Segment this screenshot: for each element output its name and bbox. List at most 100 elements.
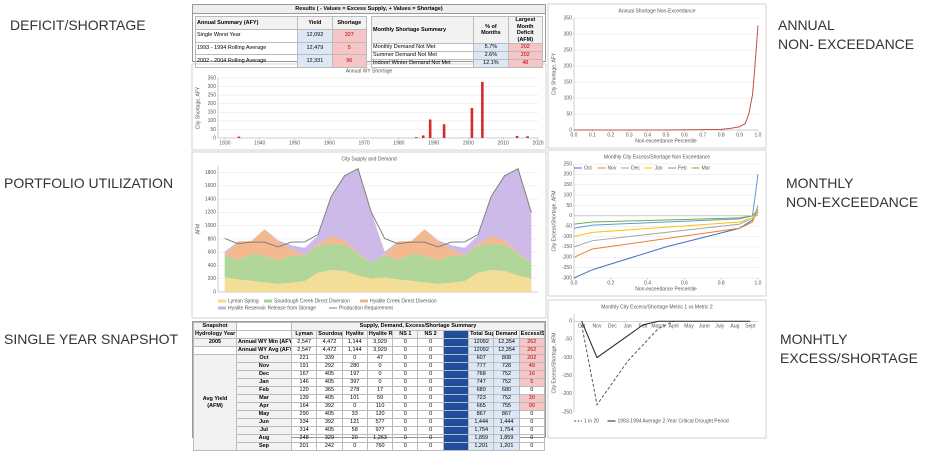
blue-column: [442, 354, 470, 363]
x-tick-label: 0.0: [571, 132, 578, 138]
table-cell: 0: [417, 354, 444, 363]
y-tick-label: 0: [569, 319, 572, 325]
blue-column: [442, 418, 470, 427]
table-cell: 755: [493, 402, 520, 411]
x-tick-label: Feb: [639, 324, 648, 330]
results-panel: Results ( - Values = Excess Supply, + Va…: [192, 4, 546, 68]
table-cell: 777: [468, 362, 495, 371]
table-row: Avg Yield (AFM) Oct 221 339 0 47 0 0 607 808 202: [193, 354, 546, 451]
column-header: NS 2: [417, 330, 444, 339]
table-cell: 0: [392, 418, 419, 427]
table-cell: 290: [290, 410, 318, 419]
x-tick-label: Sept: [745, 324, 756, 330]
row-label: Oct: [236, 354, 292, 363]
x-tick-label: 1990: [428, 140, 439, 146]
table-row: Dec 167 405 197 0 0 0 768 752 16: [194, 370, 546, 379]
table-cell: 0: [417, 418, 444, 427]
row-label: Apr: [236, 402, 292, 411]
table-cell: 0: [417, 426, 444, 435]
table-cell: 665: [468, 402, 495, 411]
table-cell: 867: [493, 410, 520, 419]
x-tick-label: 2000: [463, 140, 474, 146]
table-cell: 12092: [468, 346, 495, 355]
data-line: [573, 209, 759, 225]
x-tick-label: 0.2: [607, 132, 614, 138]
table-cell: 1,144: [341, 346, 368, 355]
table-cell: 12092: [468, 338, 495, 347]
dashboard: Annual WY Shortage0501001502002503003501…: [191, 3, 767, 439]
table-cell: 0: [518, 434, 546, 443]
legend-label: Jan: [655, 165, 663, 171]
blue-column: [442, 402, 470, 411]
x-tick-label: 0.8: [718, 132, 725, 138]
y-tick-label: 150: [564, 182, 573, 188]
y-tick-label: 300: [564, 31, 573, 37]
x-axis-label: Non-exceedance Percentile: [635, 138, 697, 144]
table-cell: 12,331: [297, 54, 333, 68]
table-cell: 164: [290, 402, 318, 411]
table-cell: 202: [507, 43, 544, 52]
side-label: PORTFOLIO UTILIZATION: [4, 174, 173, 193]
x-tick-label: 0.1: [589, 132, 596, 138]
snapshot-table: Snapshot Supply, Demand, Excess/Shortage …: [193, 322, 546, 451]
blue-column: [442, 442, 470, 451]
table-cell: 1,754: [468, 426, 495, 435]
x-tick-label: 1960: [324, 140, 335, 146]
table-cell: 4,472: [316, 338, 343, 347]
y-tick-label: -250: [562, 265, 572, 271]
table-row: Nov 191 292 280 0 0 0 777 728 49: [194, 362, 546, 371]
chart-title: City Supply and Demand: [341, 156, 397, 162]
table-cell: 0: [417, 386, 444, 395]
table-cell: 0: [366, 362, 394, 371]
table-cell: 0: [392, 426, 419, 435]
table-cell: 0: [392, 370, 419, 379]
y-tick-label: 600: [208, 250, 217, 256]
table-cell: 577: [366, 418, 394, 427]
table-cell: 1,201: [468, 442, 495, 451]
x-tick-label: March: [651, 324, 665, 330]
table-cell: 752: [493, 394, 520, 403]
chart-title: Annual Shortage Non-Exceedance: [619, 8, 696, 14]
header-row: Snapshot Supply, Demand, Excess/Shortage …: [193, 322, 545, 331]
y-axis-label: City Excess/Shortage, AFM: [551, 191, 557, 252]
y-tick-label: -100: [562, 234, 572, 240]
table-cell: 280: [341, 362, 368, 371]
row-label: Aug: [236, 434, 292, 443]
table-cell: 16: [518, 370, 546, 379]
table-row: 2005 Annual WY Min (AFY) 2,547 4,472 1,144 3,…: [193, 338, 546, 347]
table-cell: 292: [316, 362, 343, 371]
table-row: Feb 120 365 278 17 0 0 680 680 0: [194, 386, 546, 395]
y-tick-label: 250: [564, 47, 573, 53]
table-cell: 365: [316, 386, 343, 395]
bar: [481, 81, 484, 138]
side-label-text: PORTFOLIO UTILIZATION: [4, 175, 174, 191]
table-cell: 12,354: [493, 338, 520, 347]
table-cell: 329: [316, 434, 343, 443]
table-cell: 405: [316, 410, 343, 419]
table-cell: 101: [341, 394, 368, 403]
row-label: Jul: [236, 426, 292, 435]
y-tick-label: -100: [562, 355, 572, 361]
column-header: % of Months: [473, 16, 509, 44]
table-cell: 0: [392, 442, 419, 451]
legend-label: 1 in 20: [584, 418, 599, 424]
bar: [421, 135, 425, 138]
table-cell: 12,479: [297, 41, 333, 56]
y-tick-label: 100: [564, 192, 573, 198]
row-label: Sep: [236, 442, 292, 451]
blank-cell: [193, 346, 237, 355]
chart-title: Monthly City Excess/Shortage Metric 1 vs…: [601, 304, 713, 310]
table-cell: 0: [518, 386, 546, 395]
table-cell: 120: [366, 410, 394, 419]
chart-panel: [547, 299, 767, 439]
chart-panel: [191, 63, 547, 151]
table-cell: 0: [417, 442, 444, 451]
x-tick-label: 0.4: [644, 280, 651, 286]
data-line: [581, 320, 674, 406]
side-label-text: EXCESS/SHORTAGE: [780, 350, 918, 366]
y-tick-label: 1600: [205, 183, 216, 189]
column-header: Shortage: [331, 16, 368, 30]
table-cell: 278: [341, 386, 368, 395]
table-cell: 405: [316, 370, 343, 379]
table-row: Monthly Demand Not Met 5.7% 202: [370, 43, 544, 52]
